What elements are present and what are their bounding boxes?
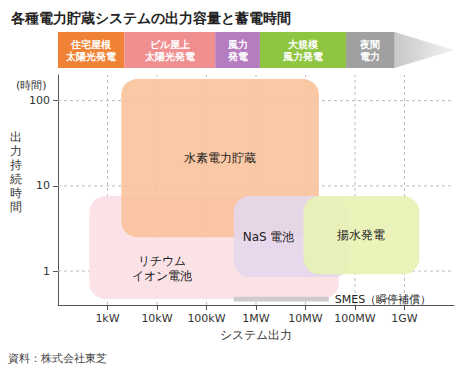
- svg-text:100: 100: [29, 94, 50, 107]
- svg-text:揚水発電: 揚水発電: [337, 228, 385, 242]
- svg-text:1MW: 1MW: [242, 312, 269, 325]
- svg-text:出: 出: [10, 130, 22, 144]
- svg-text:各種電力貯蔵システムの出力容量と蓄電時間: 各種電力貯蔵システムの出力容量と蓄電時間: [10, 10, 291, 26]
- svg-text:10: 10: [36, 179, 50, 192]
- svg-text:資料：株式会社東芝: 資料：株式会社東芝: [8, 352, 107, 365]
- svg-text:リチウム: リチウム: [138, 254, 186, 268]
- svg-text:10MW: 10MW: [288, 312, 322, 325]
- svg-text:10kW: 10kW: [141, 312, 172, 325]
- svg-text:風力: 風力: [227, 39, 248, 50]
- svg-text:(時間): (時間): [16, 79, 47, 92]
- svg-text:間: 間: [10, 200, 22, 214]
- svg-text:電力: 電力: [360, 51, 380, 62]
- svg-text:太陽光発電: 太陽光発電: [144, 51, 195, 62]
- svg-text:太陽光発電: 太陽光発電: [65, 51, 116, 62]
- svg-text:発電: 発電: [227, 51, 248, 62]
- svg-text:100MW: 100MW: [334, 312, 375, 325]
- svg-text:100kW: 100kW: [187, 312, 225, 325]
- svg-text:ビル屋上: ビル屋上: [150, 39, 190, 50]
- svg-text:イオン電池: イオン電池: [132, 269, 192, 283]
- svg-text:水素電力貯蔵: 水素電力貯蔵: [184, 151, 256, 165]
- svg-text:力: 力: [10, 144, 22, 158]
- svg-text:1kW: 1kW: [95, 312, 119, 325]
- svg-text:NaS 電池: NaS 電池: [243, 230, 295, 244]
- svg-text:住宅屋根: 住宅屋根: [70, 39, 112, 50]
- svg-text:持: 持: [10, 158, 22, 172]
- svg-text:続: 続: [9, 172, 22, 186]
- svg-text:システム出力: システム出力: [220, 328, 292, 342]
- svg-text:1GW: 1GW: [391, 312, 418, 325]
- svg-text:風力発電: 風力発電: [282, 51, 323, 62]
- svg-text:1: 1: [43, 265, 50, 278]
- svg-text:時: 時: [10, 186, 22, 200]
- svg-text:SMES（瞬停補償）: SMES（瞬停補償）: [335, 293, 431, 306]
- svg-text:大規模: 大規模: [287, 39, 319, 50]
- svg-text:夜間: 夜間: [359, 39, 380, 50]
